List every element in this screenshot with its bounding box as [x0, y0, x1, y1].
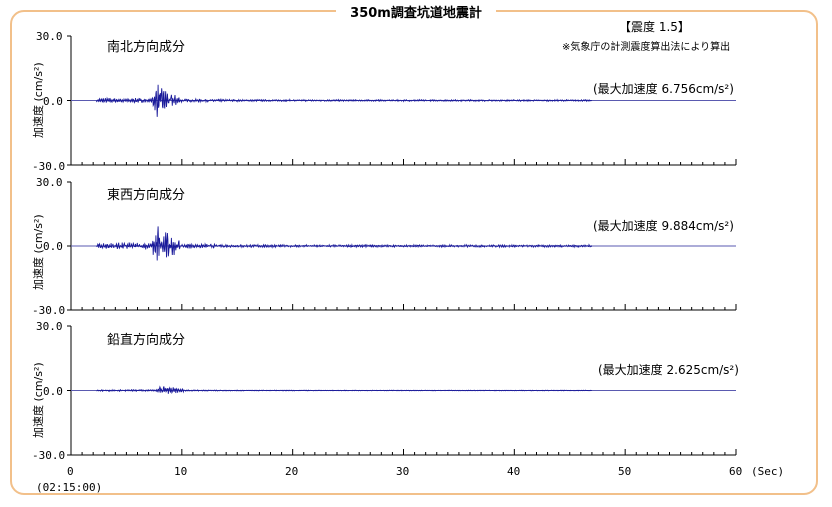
x-unit-label: (Sec): [751, 465, 785, 478]
panel-3-ytick-bot: -30.0: [32, 449, 66, 462]
panel-3-component: 鉛直方向成分: [107, 333, 186, 348]
xtick-20: 20: [285, 465, 299, 478]
xtick-60: 60: [729, 465, 743, 478]
xtick-10: 10: [174, 465, 188, 478]
xtick-0: 0: [67, 465, 74, 478]
panel-1-max-label: (最大加速度 6.756cm/s²): [593, 82, 734, 96]
panel-1-trace: [96, 84, 593, 117]
panel-2-trace: [96, 226, 593, 261]
panel-2-max-label: (最大加速度 9.884cm/s²): [593, 219, 734, 233]
panel-3-max-label: (最大加速度 2.625cm/s²): [598, 363, 739, 377]
xtick-30: 30: [396, 465, 410, 478]
panel-2-ytick-mid: 0.0: [43, 240, 63, 253]
xtick-40: 40: [507, 465, 521, 478]
panel-3-ytick-mid: 0.0: [43, 385, 63, 398]
panel-1-ytick-mid: 0.0: [43, 95, 63, 108]
panel-2-component: 東西方向成分: [107, 188, 186, 203]
panel-2-ytick-bot: -30.0: [32, 304, 66, 317]
xtick-50: 50: [618, 465, 632, 478]
panel-1-ytick-top: 30.0: [36, 30, 63, 43]
method-note: ※気象庁の計測震度算出法により算出: [562, 42, 731, 53]
panel-1-component: 南北方向成分: [107, 40, 186, 55]
start-time-label: (02:15:00): [36, 481, 103, 494]
panel-3-trace: [96, 385, 592, 395]
chart-title: 350m調査坑道地震計: [0, 2, 832, 21]
intensity-label: 【震度 1.5】: [619, 20, 690, 34]
panel-3-ytick-top: 30.0: [36, 320, 63, 333]
chart-title-text: 350m調査坑道地震計: [336, 6, 496, 21]
panel-1-ytick-bot: -30.0: [32, 160, 66, 173]
panel-2-ytick-top: 30.0: [36, 176, 63, 189]
